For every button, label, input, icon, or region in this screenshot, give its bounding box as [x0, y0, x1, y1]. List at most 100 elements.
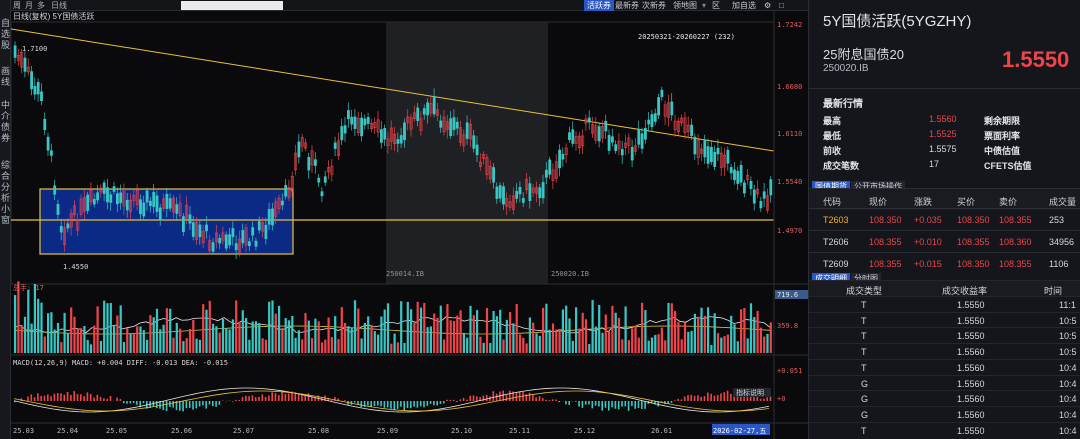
column-header: 成交收益率 [942, 286, 988, 296]
macd-bar [522, 392, 524, 401]
macd-bar [634, 401, 636, 409]
volume-bar [40, 302, 43, 353]
zone-button[interactable]: 区 [712, 1, 720, 10]
period-multi[interactable]: 多 [37, 1, 45, 10]
chart-canvas: 1.7242 1.6680 1.6110 1.5540 1.4970 1.710… [11, 11, 808, 439]
candle-body [485, 157, 489, 176]
candle-body [280, 200, 284, 206]
dropdown-icon[interactable]: ▾ [702, 1, 707, 10]
volume-bar [637, 337, 640, 353]
futures-row[interactable]: T2603 108.350 +0.035 108.350 108.355 253 [809, 208, 1080, 230]
macd-bar [116, 397, 118, 401]
volume-bar [565, 305, 568, 353]
high-annotation: 1.7100 [22, 45, 47, 53]
macd-bar [33, 397, 36, 401]
add-watchlist-button[interactable]: 加自选 [732, 1, 756, 10]
gear-icon[interactable]: ⚙ [764, 1, 772, 10]
candle-body [673, 120, 677, 131]
candle-body [660, 89, 664, 98]
map-button[interactable]: 领地图 [673, 1, 697, 10]
macd-bar [644, 401, 646, 409]
macd-bar [489, 396, 491, 401]
candle-body [208, 240, 212, 252]
broker-bond-tab[interactable]: 中介债券 [0, 100, 10, 143]
macd-bar [575, 401, 577, 402]
volume-bar [264, 339, 267, 353]
draw-line-tab[interactable]: 画线 [0, 66, 10, 87]
analysis-window-tab[interactable]: 综合分析小窗 [0, 160, 10, 225]
volume-bar [367, 316, 370, 353]
trade-row: T 1.5560 10:4 [809, 358, 1080, 374]
period-day[interactable]: 日线 [51, 1, 67, 10]
macd-bar [126, 401, 128, 404]
candle-body [218, 238, 222, 244]
volume-bar [390, 343, 393, 353]
candle-body [469, 123, 472, 140]
latest-bond-button[interactable]: 最新券 [615, 1, 639, 10]
futures-row[interactable]: T2609 108.355 +0.015 108.350 108.355 1106 [809, 252, 1080, 274]
volume-bar [578, 328, 581, 353]
candle-body [683, 117, 687, 133]
volume-bar [185, 338, 188, 353]
macd-bar [353, 401, 356, 403]
volume-bar [720, 337, 723, 353]
volume-bar [221, 318, 225, 353]
latest-quote-title: 最新行情 [823, 99, 863, 110]
macd-bar [278, 395, 280, 401]
kline-chart-area[interactable]: 周 月 多 日线 活跃券 最新券 次新券 领地图 ▾ 区 加自选 ⚙ □ 日线(… [11, 0, 808, 439]
candle-body [455, 121, 459, 129]
candle-body [498, 185, 502, 199]
volume-bar [83, 325, 86, 353]
maximize-icon[interactable]: □ [779, 1, 784, 10]
trade-cell: 10:4 [1059, 362, 1077, 373]
volume-bar [393, 333, 396, 353]
candle-body [142, 202, 146, 217]
candle-body [604, 120, 608, 132]
macd-bar [472, 395, 475, 401]
volume-bar [416, 301, 419, 353]
candle-body [43, 118, 47, 131]
macd-bar [594, 401, 597, 406]
candle-body [92, 199, 96, 205]
period-week[interactable]: 周 [13, 1, 21, 10]
trade-cell: 1.5560 [957, 378, 985, 389]
trade-cell: 11:1 [1059, 300, 1076, 310]
candle-body [439, 120, 443, 128]
volume-bar [598, 304, 601, 353]
macd-bar [542, 398, 544, 401]
volume-bar [410, 309, 413, 353]
macd-bar [195, 401, 198, 409]
volume-bar [297, 330, 300, 353]
macd-bar [109, 396, 112, 401]
macd-bar [469, 395, 471, 401]
volume-bar [733, 324, 736, 353]
active-bond-button[interactable]: 活跃券 [584, 0, 614, 11]
volume-bar [614, 312, 617, 353]
volume-bar [723, 336, 726, 353]
quote-panel: 5Y国债活跃(5YGZHY) 25附息国债20 250020.IB 1.5550… [808, 0, 1080, 439]
macd-bar [528, 392, 531, 401]
candle-body [290, 175, 294, 192]
indicator-help-button[interactable] [733, 388, 771, 397]
watchlist-tab[interactable]: 自选股 [0, 18, 10, 50]
volume-bar [360, 338, 363, 353]
volume-bar [489, 343, 492, 353]
volume-bar [647, 340, 650, 353]
second-latest-button[interactable]: 次新券 [642, 1, 666, 10]
symbol-input[interactable] [181, 1, 283, 10]
candle-body [66, 223, 70, 229]
candle-body [528, 183, 532, 202]
period-month[interactable]: 月 [25, 1, 33, 10]
candle-body [492, 167, 496, 183]
macd-bar [96, 394, 99, 401]
trade-cell: 10:4 [1059, 409, 1077, 420]
candle-body [36, 82, 40, 95]
macd-bar [172, 401, 174, 408]
futures-row[interactable]: T2606 108.355 +0.010 108.355 108.360 34956 [809, 230, 1080, 252]
volume-bar [677, 322, 680, 353]
futures-cell: +0.035 [914, 215, 942, 225]
volume-bar [406, 301, 409, 353]
macd-bar [532, 395, 534, 401]
trade-cell: G [861, 394, 869, 405]
volume-bar [707, 307, 710, 353]
